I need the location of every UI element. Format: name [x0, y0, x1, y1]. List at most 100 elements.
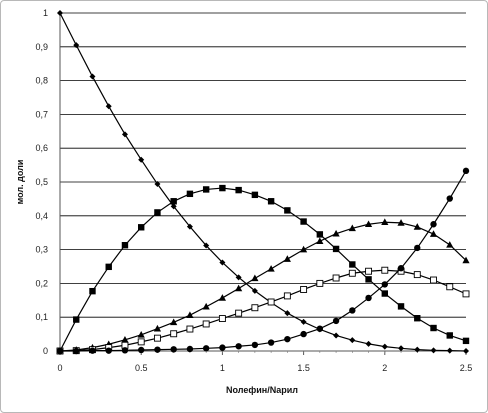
- data-point: [267, 265, 275, 272]
- x-tick-label: 0: [57, 363, 62, 373]
- data-point: [316, 237, 324, 244]
- x-tick-label: 1: [220, 363, 225, 373]
- data-point: [219, 259, 226, 266]
- data-point: [251, 274, 259, 282]
- data-point: [381, 290, 388, 297]
- data-point: [235, 284, 243, 292]
- data-point: [284, 207, 291, 214]
- data-point: [283, 292, 291, 300]
- data-point: [89, 287, 96, 295]
- data-point: [429, 230, 438, 237]
- data-point: [462, 256, 470, 264]
- series-line: [59, 187, 467, 352]
- data-point: [153, 324, 162, 332]
- data-point: [202, 302, 210, 310]
- data-point: [203, 242, 210, 249]
- data-point: [462, 337, 470, 345]
- data-point: [348, 269, 356, 277]
- y-tick-label: 0,1: [35, 312, 48, 322]
- data-point: [430, 347, 437, 354]
- y-tick-label: 0,3: [35, 245, 48, 255]
- data-point: [121, 347, 129, 354]
- x-axis-title: Nолефин/Nарил: [226, 385, 298, 395]
- series-group: [56, 10, 470, 355]
- data-point: [73, 42, 80, 49]
- data-point: [170, 198, 177, 205]
- data-point: [218, 294, 226, 301]
- data-point: [186, 345, 194, 353]
- data-point: [316, 231, 324, 238]
- x-tick-labels: 0 0.5 1 1.5 2 2.5: [57, 363, 472, 373]
- data-point: [170, 330, 178, 338]
- data-point: [462, 290, 470, 298]
- data-point: [186, 311, 194, 318]
- data-point: [186, 223, 193, 230]
- data-point: [138, 156, 145, 163]
- y-axis-title: мол. доли: [15, 160, 25, 205]
- data-point: [105, 103, 112, 110]
- x-tick-label: 0.5: [135, 363, 148, 373]
- data-point: [414, 244, 421, 252]
- data-point: [283, 255, 291, 262]
- data-point: [267, 298, 275, 306]
- data-point: [413, 271, 421, 279]
- data-point: [381, 266, 389, 274]
- data-point: [170, 318, 178, 326]
- data-point: [300, 245, 308, 253]
- data-point: [186, 190, 194, 198]
- data-point: [202, 186, 210, 193]
- series-3: [56, 218, 470, 354]
- series-line: [59, 221, 467, 352]
- data-point: [381, 343, 388, 350]
- data-point: [267, 198, 275, 205]
- y-tick-label: 0,9: [35, 42, 48, 52]
- data-point: [267, 339, 275, 346]
- data-point: [251, 341, 259, 349]
- series-1: [57, 10, 469, 354]
- data-point: [137, 338, 145, 346]
- data-point: [218, 315, 226, 323]
- data-point: [349, 337, 356, 344]
- data-point: [170, 346, 177, 353]
- data-point: [284, 335, 291, 343]
- data-point: [202, 345, 210, 352]
- data-point: [138, 224, 145, 231]
- data-point: [463, 348, 469, 354]
- data-point: [333, 332, 340, 339]
- data-point: [219, 344, 226, 351]
- data-point: [348, 224, 356, 232]
- data-point: [73, 316, 80, 323]
- data-point: [235, 274, 242, 281]
- data-point: [316, 325, 324, 332]
- gridlines: [60, 12, 466, 318]
- y-tick-label: 0,4: [35, 211, 48, 221]
- y-tick-label: 0,6: [35, 143, 48, 153]
- data-point: [300, 286, 308, 293]
- data-point: [105, 263, 112, 271]
- series-2: [56, 184, 470, 355]
- data-point: [413, 223, 421, 230]
- data-point: [414, 315, 421, 322]
- data-point: [397, 303, 405, 310]
- data-point: [414, 346, 421, 353]
- data-point: [138, 346, 145, 354]
- data-point: [462, 167, 470, 175]
- x-tick-label: 2: [382, 363, 387, 373]
- series-line: [59, 269, 467, 352]
- data-point: [316, 279, 324, 287]
- data-point: [349, 261, 356, 268]
- y-tick-label: 0: [43, 346, 48, 356]
- data-point: [300, 318, 307, 325]
- data-point: [251, 287, 258, 294]
- data-point: [446, 241, 454, 248]
- data-point: [430, 221, 437, 228]
- data-point: [170, 203, 177, 210]
- data-point: [235, 343, 242, 350]
- data-point: [300, 218, 307, 225]
- y-tick-label: 0,7: [35, 109, 48, 119]
- x-tick-label: 2.5: [460, 363, 473, 373]
- data-point: [397, 219, 405, 226]
- data-point: [332, 229, 340, 237]
- data-point: [57, 10, 63, 16]
